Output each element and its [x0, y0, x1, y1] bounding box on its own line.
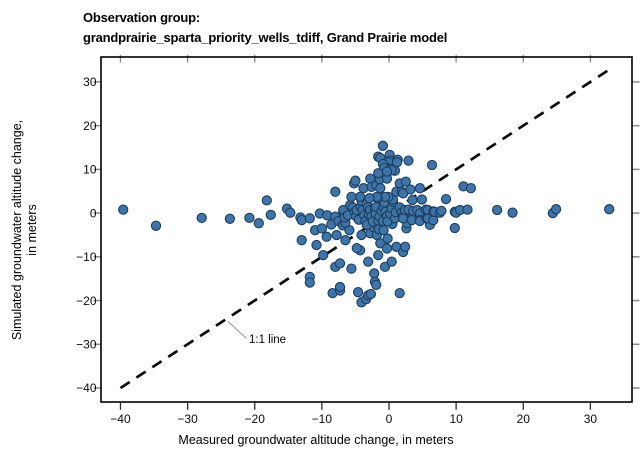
scatter-point — [375, 183, 386, 194]
scatter-point — [340, 235, 351, 246]
x-tick-label: 0 — [386, 412, 393, 426]
y-axis-label-line2: in meters — [25, 204, 39, 256]
scatter-point — [330, 186, 341, 197]
scatter-point — [364, 193, 375, 204]
scatter-point — [318, 249, 329, 261]
scatter-point — [491, 204, 503, 216]
x-tick-label: 20 — [517, 412, 531, 426]
y-axis-label-line1: Simulated groundwater altitude change, — [10, 119, 24, 341]
scatter-point — [381, 166, 393, 177]
y-tick-label: 10 — [83, 163, 97, 177]
scatter-point — [285, 207, 296, 218]
scatter-point — [426, 159, 438, 171]
scatter-point — [334, 281, 346, 293]
scatter-point — [436, 205, 447, 217]
scatter-point — [346, 263, 357, 274]
scatter-point — [346, 191, 357, 203]
scatter-point — [440, 193, 452, 205]
scatter-point — [403, 155, 414, 166]
scatter-point — [465, 183, 477, 194]
scatter-point — [550, 204, 562, 215]
scatter-point — [321, 231, 332, 242]
scatter-point — [414, 183, 426, 194]
scatter-point — [369, 268, 380, 279]
y-tick-label: −40 — [76, 381, 97, 395]
scatter-point — [382, 233, 393, 244]
y-axis-label: Simulated groundwater altitude change, i… — [10, 50, 40, 410]
scatter-point — [400, 176, 411, 187]
scatter-point — [351, 242, 362, 254]
scatter-point — [365, 288, 377, 300]
y-tick-label: 0 — [90, 206, 97, 220]
scatter-point — [373, 249, 384, 261]
x-tick-label: 30 — [584, 412, 598, 426]
x-axis-label: Measured groundwater altitude change, in… — [178, 433, 454, 447]
one-to-one-line-label: 1:1 line — [249, 334, 287, 346]
scatter-point — [244, 212, 255, 224]
scatter-point — [118, 204, 129, 215]
scatter-point — [331, 229, 342, 241]
scatter-point — [375, 238, 386, 249]
x-tick-label: −20 — [245, 412, 266, 426]
scatter-point — [150, 220, 162, 231]
scatter-point — [334, 258, 346, 269]
chart-title-line1: Observation group: — [83, 10, 201, 25]
scatter-point — [354, 191, 366, 203]
scatter-point — [379, 261, 391, 273]
scatter-point — [352, 287, 364, 298]
scatter-point — [462, 204, 473, 215]
scatter-point — [253, 218, 264, 229]
scatter-point — [311, 239, 322, 251]
scatter-point — [386, 256, 397, 267]
x-tick-label: −30 — [177, 412, 198, 426]
chart-title-line2: grandprairie_sparta_priority_wells_tdiff… — [83, 30, 448, 45]
scatter-point — [407, 194, 418, 206]
y-tick-label: −30 — [76, 337, 97, 351]
scatter-point — [399, 241, 411, 252]
scatter-point — [265, 209, 276, 221]
scatter-point — [394, 287, 405, 299]
scatter-point — [304, 213, 315, 224]
scatter-point — [507, 207, 518, 218]
y-tick-label: 20 — [83, 119, 97, 133]
scatter-point — [316, 223, 328, 234]
scatter-point — [261, 195, 272, 206]
scatter-point — [304, 277, 315, 288]
x-tick-label: −10 — [312, 412, 333, 426]
scatter-point — [397, 213, 409, 224]
scatter-point — [405, 184, 416, 195]
scatter-point — [449, 222, 460, 234]
scatter-point — [381, 243, 393, 254]
x-tick-label: 10 — [449, 412, 463, 426]
scatter-point — [296, 235, 307, 246]
scatter-point — [373, 168, 384, 179]
scatter-point — [224, 213, 236, 224]
scatter-point — [371, 279, 382, 290]
scatter-point — [604, 204, 615, 215]
scatter-point — [196, 212, 207, 224]
chart-title: Observation group: grandprairie_sparta_p… — [83, 8, 447, 48]
y-tick-label: 30 — [83, 75, 97, 89]
scatter-point — [377, 140, 389, 151]
annotation-leader-line — [227, 321, 247, 339]
scatter-point — [356, 229, 367, 241]
scatter-point — [363, 256, 374, 267]
scatter-point — [416, 194, 428, 205]
x-tick-label: −40 — [110, 412, 131, 426]
y-tick-label: −20 — [76, 294, 97, 308]
y-tick-label: −10 — [76, 250, 97, 264]
scatter-point — [350, 175, 361, 186]
plot-border — [100, 56, 633, 403]
